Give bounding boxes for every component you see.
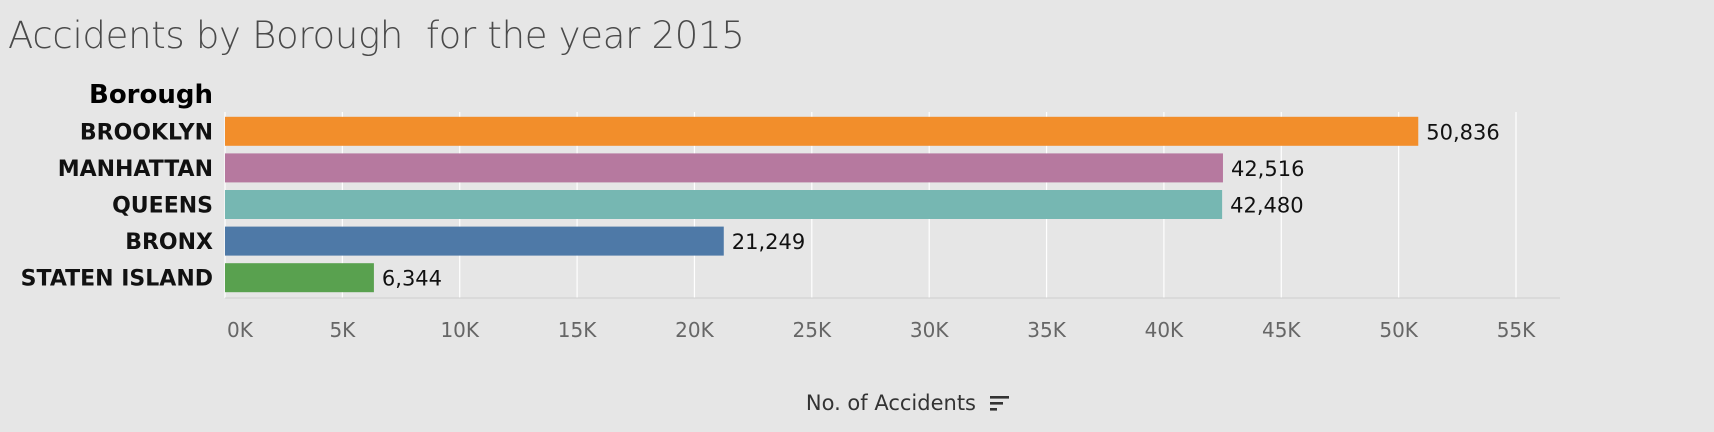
x-tick-label: 15K — [558, 318, 597, 342]
x-tick-label: 50K — [1379, 318, 1418, 342]
value-label: 21,249 — [732, 230, 805, 254]
x-tick-label: 45K — [1262, 318, 1301, 342]
chart-title: Accidents by Borough for the year 2015 — [8, 14, 745, 57]
x-tick-label: 10K — [440, 318, 479, 342]
sort-descending-icon[interactable] — [990, 396, 1009, 411]
bar-brooklyn[interactable] — [225, 116, 1419, 146]
category-label: MANHATTAN — [58, 157, 213, 182]
bar-bronx[interactable] — [225, 226, 724, 256]
value-label: 6,344 — [382, 267, 442, 291]
value-label: 50,836 — [1426, 120, 1499, 144]
bar-staten-island[interactable] — [225, 263, 374, 293]
category-labels: BROOKLYN MANHATTAN QUEENS BRONX STATEN ISLAN… — [21, 120, 213, 291]
x-tick-label: 55K — [1497, 318, 1536, 342]
row-header-borough: Borough — [89, 80, 213, 110]
value-label: 42,516 — [1231, 157, 1304, 181]
value-labels: 50,836 42,516 42,480 21,249 6,344 — [382, 120, 1500, 290]
category-label: BRONX — [125, 230, 213, 255]
x-tick-label: 40K — [1145, 318, 1184, 342]
x-tick-label: 0K — [227, 318, 254, 342]
value-label: 42,480 — [1230, 194, 1303, 218]
x-tick-label: 5K — [329, 318, 356, 342]
x-tick-label: 20K — [675, 318, 714, 342]
x-tick-label: 30K — [910, 318, 949, 342]
category-label: BROOKLYN — [80, 120, 213, 145]
x-tick-labels: 0K 5K 10K 15K 20K 25K 30K 35K 40K 45K 50K 55K — [227, 318, 1536, 342]
bars — [225, 116, 1419, 293]
x-axis-title: No. of Accidents — [806, 391, 976, 415]
x-tick-label: 35K — [1027, 318, 1066, 342]
category-label: STATEN ISLAND — [21, 267, 213, 292]
category-label: QUEENS — [112, 194, 213, 219]
bar-queens[interactable] — [225, 190, 1223, 219]
bar-manhattan[interactable] — [225, 153, 1223, 183]
x-tick-label: 25K — [793, 318, 832, 342]
